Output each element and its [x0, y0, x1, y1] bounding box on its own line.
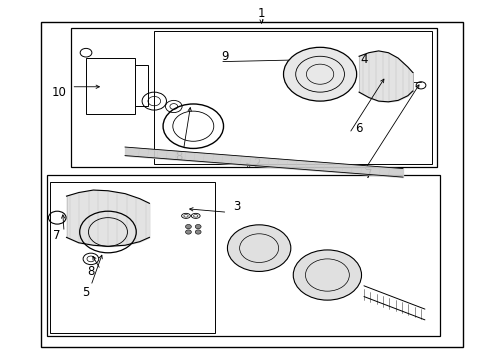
Text: 2: 2 — [252, 157, 260, 170]
Bar — [41, 22, 462, 347]
Text: 4: 4 — [360, 53, 367, 66]
Text: 7: 7 — [53, 229, 61, 242]
Circle shape — [227, 225, 290, 271]
Circle shape — [185, 230, 191, 234]
Text: 10: 10 — [52, 86, 66, 99]
Circle shape — [293, 250, 361, 300]
Text: 8: 8 — [87, 265, 94, 278]
Text: 5: 5 — [82, 287, 89, 300]
Circle shape — [195, 230, 201, 234]
Text: 1: 1 — [257, 7, 265, 20]
Circle shape — [195, 225, 201, 229]
Text: 7: 7 — [365, 168, 372, 181]
Text: 3: 3 — [233, 201, 241, 213]
Text: 8: 8 — [175, 150, 182, 163]
Circle shape — [283, 47, 356, 101]
Text: 6: 6 — [355, 122, 362, 135]
Circle shape — [185, 225, 191, 229]
Text: 9: 9 — [221, 50, 228, 63]
Bar — [86, 58, 135, 114]
Bar — [135, 65, 148, 107]
